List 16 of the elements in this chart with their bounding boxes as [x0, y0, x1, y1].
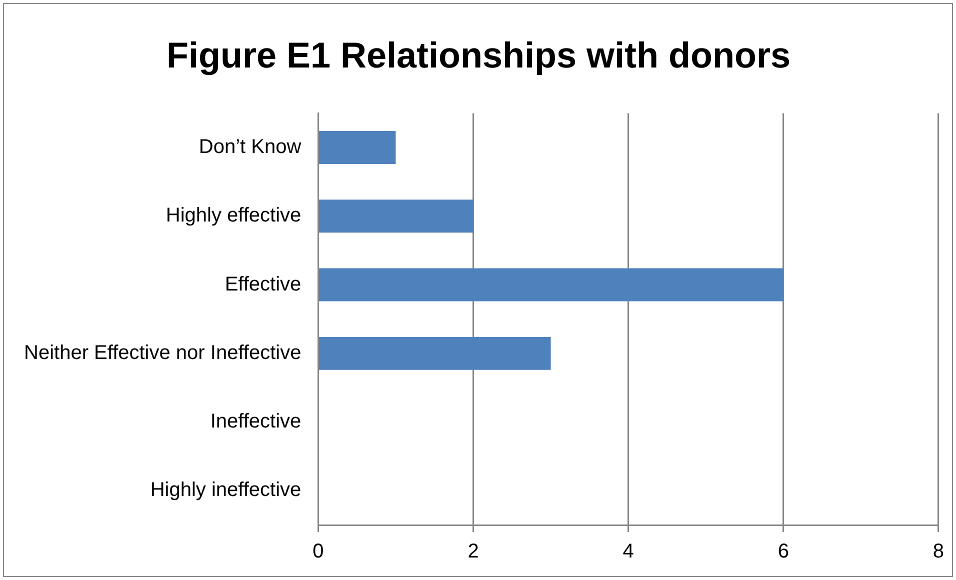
y-tick-label: Ineffective	[210, 410, 302, 433]
x-tick-label: 8	[932, 540, 944, 563]
y-tick-label: Highly effective	[166, 204, 302, 227]
x-tick-label: 2	[468, 540, 479, 563]
x-tick-label: 0	[312, 540, 324, 563]
chart-title: Figure E1 Relationships with donors	[166, 34, 791, 76]
y-tick-label: Effective	[224, 273, 302, 296]
bar	[318, 200, 474, 233]
y-tick-label: Don’t Know	[198, 136, 302, 158]
y-tick-label: Highly ineffective	[150, 479, 302, 502]
x-tick-label: 4	[622, 540, 634, 563]
bar	[318, 268, 784, 302]
x-tick-label: 6	[778, 540, 789, 563]
y-tick-label: Neither Effective nor Ineffective	[24, 342, 302, 364]
bar	[318, 336, 551, 370]
bar	[318, 131, 396, 164]
